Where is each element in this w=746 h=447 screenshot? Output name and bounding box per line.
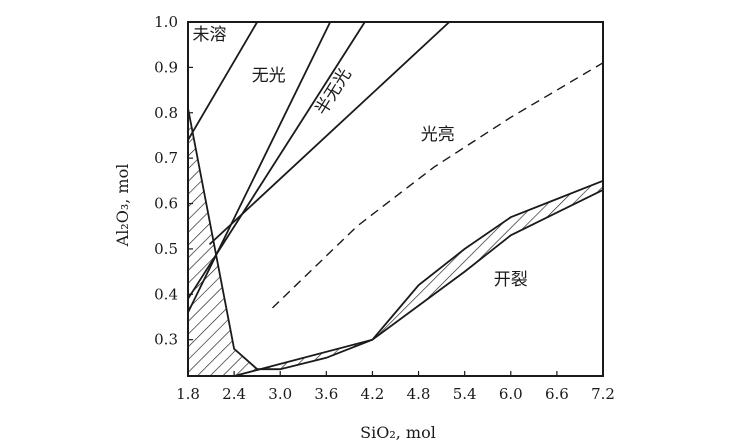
x-tick-label: 1.8: [176, 385, 200, 403]
boundary-line-7: [233, 189, 604, 377]
y-axis-title: Al₂O₃, mol: [113, 164, 132, 248]
region-label: 无光: [252, 66, 286, 86]
y-tick-label: 0.4: [154, 285, 178, 303]
x-tick-label: 3.0: [268, 385, 292, 403]
boundary-line-3: [187, 21, 366, 300]
y-tick-label: 0.5: [154, 240, 178, 258]
y-tick-label: 0.8: [154, 104, 178, 122]
y-tick-label: 0.9: [154, 58, 178, 76]
region-label: 未溶: [193, 25, 227, 45]
plot-frame: [187, 21, 604, 377]
x-tick-label: 4.8: [407, 385, 431, 403]
boundary-line-1: [187, 21, 258, 141]
boundary-line-5: [272, 62, 604, 309]
x-tick-label: 4.2: [361, 385, 385, 403]
y-tick-label: 0.3: [154, 331, 178, 349]
x-tick-label: 6.6: [545, 385, 569, 403]
boundary-line-2: [187, 21, 332, 313]
x-tick-label: 6.0: [499, 385, 523, 403]
hatched-region-lower-left: [188, 108, 373, 376]
region-label: 开裂: [494, 270, 528, 290]
x-tick-label: 5.4: [453, 385, 477, 403]
boundary-line-4: [208, 21, 450, 246]
hatched-region-cracking: [372, 180, 603, 340]
y-tick-label: 0.7: [154, 149, 178, 167]
y-tick-label: 0.6: [154, 195, 178, 213]
x-axis-title: SiO₂, mol: [360, 423, 436, 442]
region-label: 半无光: [312, 65, 356, 119]
x-tick-label: 7.2: [591, 385, 615, 403]
x-tick-label: 3.6: [314, 385, 338, 403]
y-tick-label: 1.0: [154, 13, 178, 31]
x-tick-label: 2.4: [222, 385, 246, 403]
region-label: 光亮: [421, 125, 455, 145]
boundary-line-6: [187, 108, 604, 371]
